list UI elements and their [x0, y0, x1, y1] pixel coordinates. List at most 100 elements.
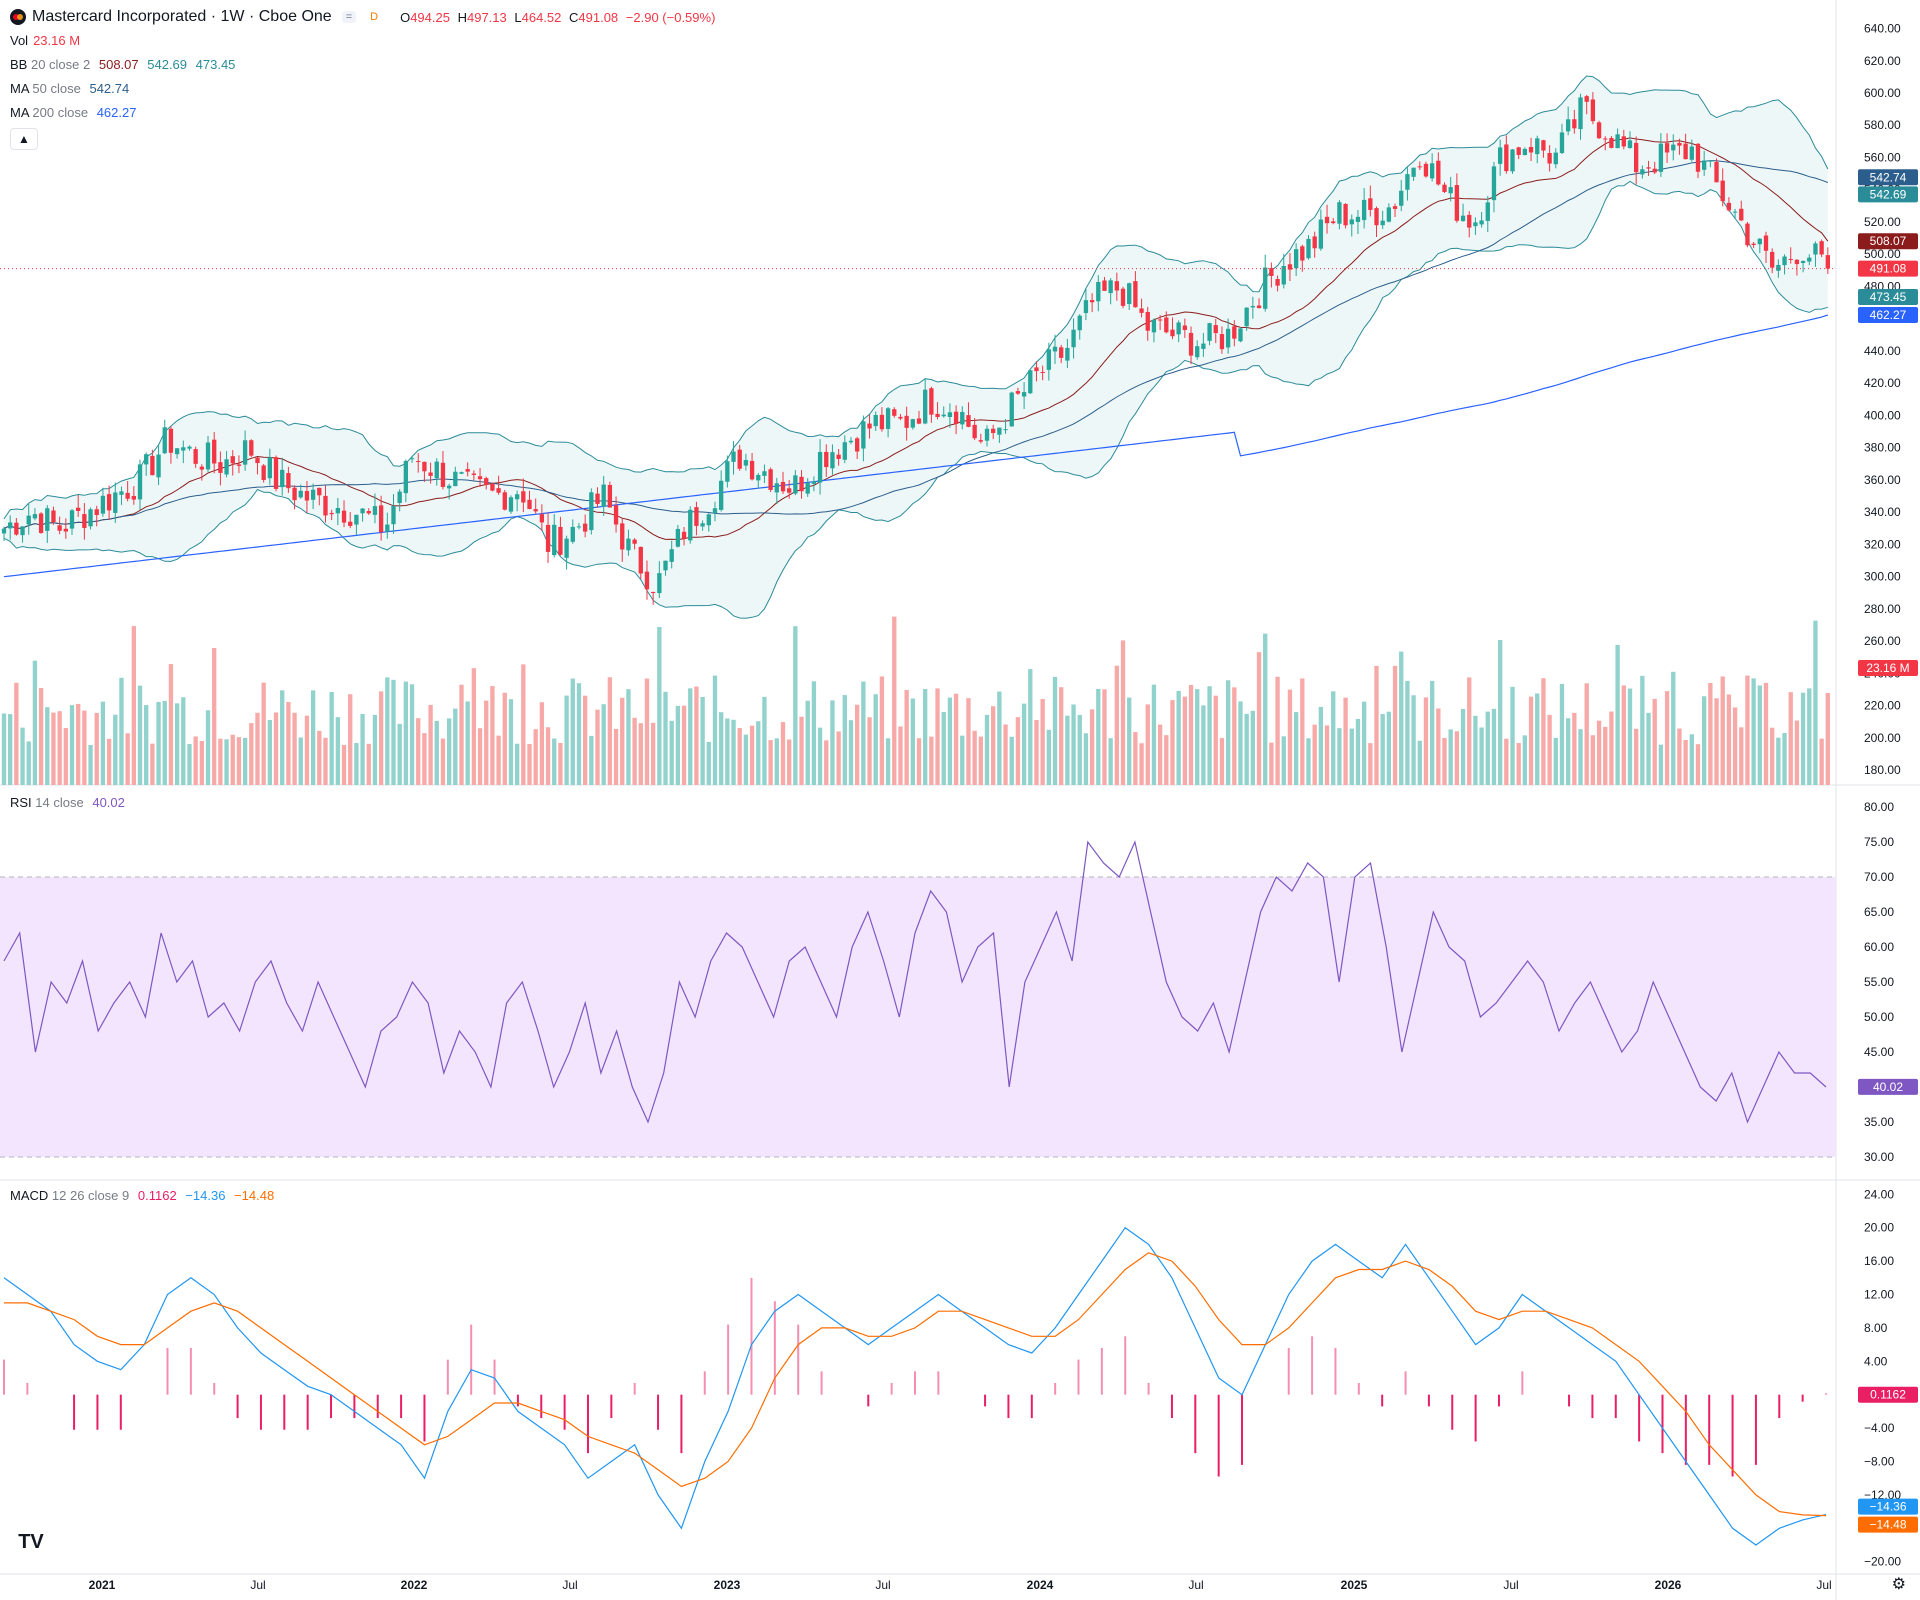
candle-body: [1615, 134, 1620, 149]
candle-body: [1572, 119, 1577, 129]
volume-bar: [1788, 692, 1793, 785]
volume-bar: [1541, 678, 1546, 785]
volume-bar: [440, 738, 446, 785]
macd-tick-label: 24.00: [1864, 1187, 1894, 1201]
candle-body: [471, 473, 477, 475]
volume-bar: [613, 728, 619, 785]
candle-body: [1015, 391, 1021, 394]
volume-bar: [824, 740, 829, 785]
volume-bar: [817, 727, 823, 785]
volume-bar: [131, 626, 136, 785]
price-tick-label: 280.00: [1864, 602, 1901, 616]
tradingview-logo-icon[interactable]: TV: [12, 1528, 50, 1556]
bb-basis-price-label-tag: [1858, 233, 1918, 250]
volume-bar: [910, 698, 915, 785]
candle-body: [830, 452, 835, 469]
macd-line: [3, 1226, 1827, 1546]
candle-body: [774, 483, 779, 493]
macd-tick-label: 16.00: [1864, 1254, 1894, 1268]
volume-bar: [1473, 715, 1478, 785]
rsi-legend[interactable]: RSI 14 close 40.02: [10, 795, 125, 810]
candle-body: [1454, 185, 1460, 221]
volume-bar: [1157, 724, 1163, 785]
volume-bar: [1664, 691, 1670, 785]
symbol-header: Mastercard Incorporated · 1W · Cboe One …: [10, 8, 715, 26]
volume-bar: [712, 675, 718, 785]
volume-bar: [1417, 740, 1422, 785]
candle-body: [1287, 264, 1293, 270]
volume-bar: [1702, 696, 1707, 785]
settings-gear-icon[interactable]: ⚙: [1891, 1576, 1906, 1593]
macd-tick-label: 8.00: [1864, 1321, 1888, 1335]
bb-legend[interactable]: BB 20 close 2 508.07 542.69 473.45: [10, 57, 236, 72]
candle-body: [514, 494, 520, 500]
volume-bar: [38, 687, 44, 785]
candle-body: [564, 538, 569, 558]
volume-bar: [1176, 690, 1181, 785]
candle-body: [1417, 166, 1422, 168]
price-tick-label: 600.00: [1864, 86, 1901, 100]
volume-bar: [1825, 693, 1830, 785]
volume-bar: [465, 701, 470, 785]
macd-legend[interactable]: MACD 12 26 close 9 0.1162 −14.36 −14.48: [10, 1188, 275, 1203]
vol-legend[interactable]: Vol 23.16 M: [10, 33, 81, 48]
equity-badge[interactable]: =: [341, 11, 357, 23]
volume-bar: [82, 710, 87, 785]
candle-body: [1479, 220, 1484, 225]
candle-body: [1683, 143, 1688, 160]
volume-bar: [780, 722, 786, 785]
macd-line-value-label: −14.36: [1869, 1500, 1906, 1514]
volume-bar: [1522, 735, 1528, 785]
candle-body: [348, 521, 353, 526]
volume-bar: [1127, 697, 1132, 785]
volume-bar: [453, 708, 458, 785]
price-tick-label: 400.00: [1864, 408, 1901, 422]
candle-body: [1732, 211, 1738, 213]
ma50-legend[interactable]: MA 50 close 542.74: [10, 81, 130, 96]
volume-bar: [1559, 683, 1565, 785]
candle-body: [20, 526, 25, 536]
candle-body: [626, 538, 631, 551]
candle-body: [1052, 346, 1058, 352]
candle-body: [88, 509, 93, 527]
candle-body: [725, 461, 730, 482]
candle-body: [743, 460, 749, 466]
volume-bar: [1479, 727, 1484, 785]
candle-body: [230, 456, 235, 464]
ma200-legend[interactable]: MA 200 close 462.27: [10, 105, 137, 120]
volume-bar: [156, 701, 161, 785]
volume-bar: [1429, 680, 1435, 785]
delay-badge[interactable]: D: [370, 11, 379, 23]
price-tick-label: 320.00: [1864, 537, 1901, 551]
volume-bar: [1170, 700, 1175, 785]
volume-bar: [966, 698, 971, 785]
time-axis-label: Jul: [562, 1578, 577, 1592]
candle-body: [280, 469, 285, 488]
volume-bar: [1671, 671, 1676, 785]
volume-bar: [205, 710, 211, 785]
candle-body: [570, 526, 575, 542]
candle-body: [731, 451, 736, 462]
time-axis-label: 2024: [1027, 1578, 1054, 1592]
volume-bar: [1547, 714, 1552, 785]
candle-body: [718, 480, 724, 510]
volume-bar: [1300, 678, 1305, 785]
symbol-title[interactable]: Mastercard Incorporated · 1W · Cboe One: [32, 8, 332, 25]
candle-body: [984, 428, 990, 441]
volume-bar: [496, 735, 501, 785]
volume-bar: [1819, 738, 1824, 785]
bollinger-lower-line: [3, 180, 1828, 619]
time-axis-label: Jul: [875, 1578, 890, 1592]
candle-body: [144, 454, 149, 465]
candle-body: [1065, 347, 1070, 361]
volume-bar: [978, 736, 983, 785]
ma200-price-label: 462.27: [1870, 308, 1907, 322]
volume-bar: [1361, 701, 1367, 785]
chevron-up-icon[interactable]: ▲: [10, 128, 38, 150]
volume-bar: [428, 704, 433, 785]
macd-histogram-value-label-tag: [1858, 1386, 1918, 1403]
candle-body: [1807, 257, 1812, 262]
candle-body: [181, 447, 186, 451]
macd-tick-label: −20.00: [1864, 1555, 1901, 1569]
